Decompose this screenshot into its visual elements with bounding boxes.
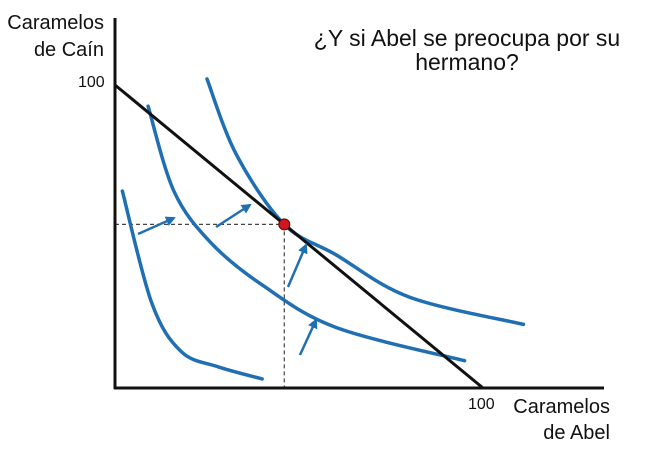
axes — [113, 18, 604, 390]
y-axis-label-line1: Caramelos — [7, 12, 104, 34]
indifference-curve-3 — [205, 77, 526, 327]
arrow-1 — [137, 216, 176, 236]
direction-arrows — [137, 203, 318, 356]
chart-title: ¿Y si Abel se preocupa por su hermano? — [313, 25, 621, 75]
optimum-point-group — [278, 218, 291, 231]
optimum-point — [278, 218, 291, 231]
indifference-curves — [120, 77, 526, 381]
x-axis-label-line2: de Abel — [543, 422, 610, 444]
x-axis-label-line1: Caramelos — [513, 396, 610, 418]
indifference-curve-2 — [146, 104, 467, 363]
arrow-3 — [286, 243, 308, 288]
budget-line — [114, 83, 484, 390]
arrow-2 — [215, 203, 252, 229]
arrow-4 — [298, 318, 318, 356]
x-axis-max-tick: 100 — [468, 396, 495, 413]
y-axis-max-tick: 100 — [78, 74, 105, 91]
budget-line-group — [114, 83, 484, 390]
y-axis-label-line2: de Caín — [33, 39, 104, 61]
dashed-guides — [115, 223, 285, 388]
indifference-curve-1 — [120, 189, 264, 381]
